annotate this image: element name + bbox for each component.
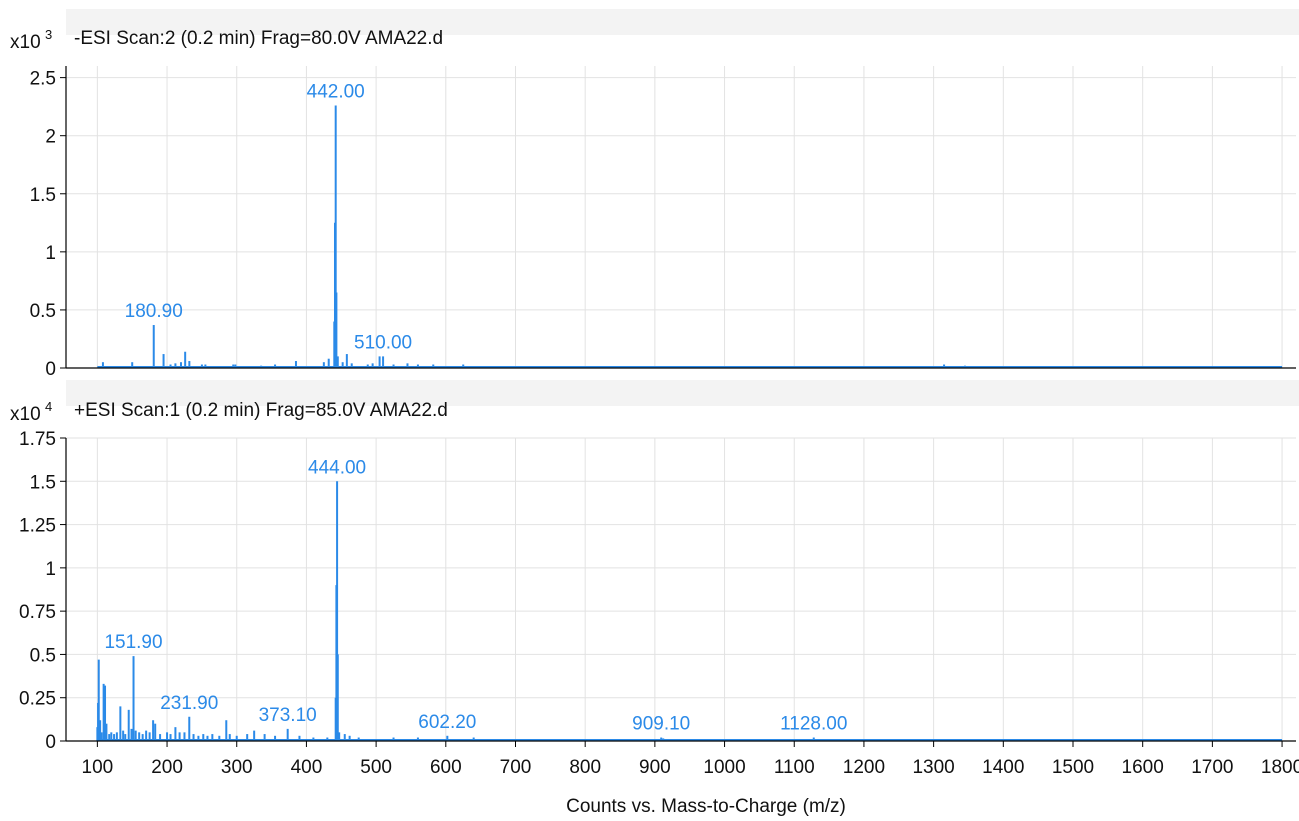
x-tick-label: 1800 — [1261, 757, 1299, 778]
y-scale-factor: x10 — [10, 32, 41, 53]
peak-label: 231.90 — [160, 693, 218, 714]
x-tick-label: 500 — [360, 757, 392, 778]
x-tick-label: 700 — [500, 757, 532, 778]
y-scale-exponent: 3 — [45, 27, 52, 42]
x-tick-label: 100 — [82, 757, 114, 778]
y-scale-exponent: 4 — [45, 399, 52, 414]
y-tick-label: 0 — [45, 732, 56, 753]
x-tick-label: 800 — [569, 757, 601, 778]
y-tick-label: 1 — [45, 559, 56, 580]
panel-title: -ESI Scan:2 (0.2 min) Frag=80.0V AMA22.d — [74, 28, 443, 49]
peak-label: 1128.00 — [780, 714, 847, 735]
peak-label: 373.10 — [259, 705, 317, 726]
y-tick-label: 1.25 — [19, 516, 56, 537]
x-tick-label: 1400 — [982, 757, 1024, 778]
x-tick-label: 300 — [221, 757, 253, 778]
y-tick-label: 0 — [45, 359, 56, 380]
peak-label: 180.90 — [125, 301, 183, 322]
y-tick-label: 1.75 — [19, 429, 56, 450]
panel-title-band — [66, 380, 1299, 406]
y-tick-label: 2 — [45, 127, 56, 148]
x-tick-label: 1500 — [1052, 757, 1094, 778]
peak-label: 442.00 — [307, 81, 365, 102]
spectrum-panel-2: +ESI Scan:1 (0.2 min) Frag=85.0V AMA22.d… — [10, 380, 1299, 817]
x-tick-label: 900 — [639, 757, 671, 778]
peak-label: 602.20 — [418, 712, 476, 733]
x-tick-label: 1100 — [774, 757, 815, 778]
y-tick-label: 1 — [45, 243, 56, 264]
peak-label: 151.90 — [104, 632, 162, 653]
peak-label: 444.00 — [308, 457, 366, 478]
y-tick-label: 2.5 — [30, 69, 56, 90]
y-scale-factor: x10 — [10, 404, 41, 425]
x-tick-label: 200 — [151, 757, 183, 778]
x-tick-label: 400 — [291, 757, 323, 778]
peak-label: 510.00 — [354, 332, 412, 353]
y-tick-label: 0.25 — [19, 689, 56, 710]
x-tick-label: 1200 — [843, 757, 885, 778]
y-tick-label: 0.5 — [30, 301, 56, 322]
x-tick-label: 1700 — [1191, 757, 1233, 778]
x-tick-label: 1000 — [703, 757, 745, 778]
panel-title: +ESI Scan:1 (0.2 min) Frag=85.0V AMA22.d — [74, 400, 448, 421]
x-tick-label: 1300 — [912, 757, 954, 778]
x-axis-title: Counts vs. Mass-to-Charge (m/z) — [566, 796, 846, 817]
peak-label: 909.10 — [632, 714, 690, 735]
panel-title-band — [66, 9, 1299, 35]
x-tick-label: 1600 — [1122, 757, 1164, 778]
x-tick-label: 600 — [430, 757, 462, 778]
y-tick-label: 0.5 — [30, 645, 56, 666]
y-tick-label: 1.5 — [30, 472, 56, 493]
y-tick-label: 1.5 — [30, 185, 56, 206]
y-tick-label: 0.75 — [19, 602, 56, 623]
spectrum-panel-1: -ESI Scan:2 (0.2 min) Frag=80.0V AMA22.d… — [10, 9, 1299, 380]
